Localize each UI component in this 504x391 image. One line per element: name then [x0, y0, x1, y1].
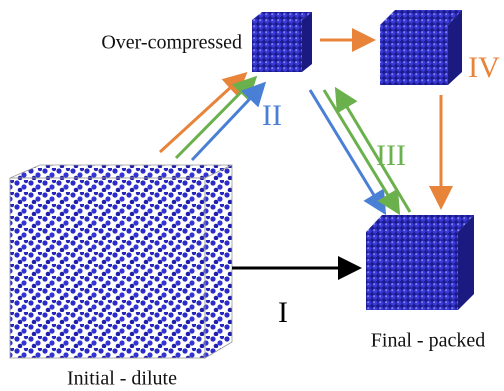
intermediate-cube [380, 10, 462, 85]
path-label: III [376, 139, 406, 172]
diagram: Over-compressed Final - packed Initial -… [0, 0, 504, 391]
path-label: IV [468, 51, 500, 84]
packed-cube [366, 215, 474, 310]
path-label: I [278, 296, 288, 329]
node-label: Over-compressed [101, 32, 242, 54]
dilute-cube [10, 165, 232, 358]
node-label: Initial - dilute [67, 368, 177, 390]
compressed-cube [252, 12, 312, 72]
node-label: Final - packed [371, 330, 485, 352]
path-label: II [262, 99, 282, 132]
